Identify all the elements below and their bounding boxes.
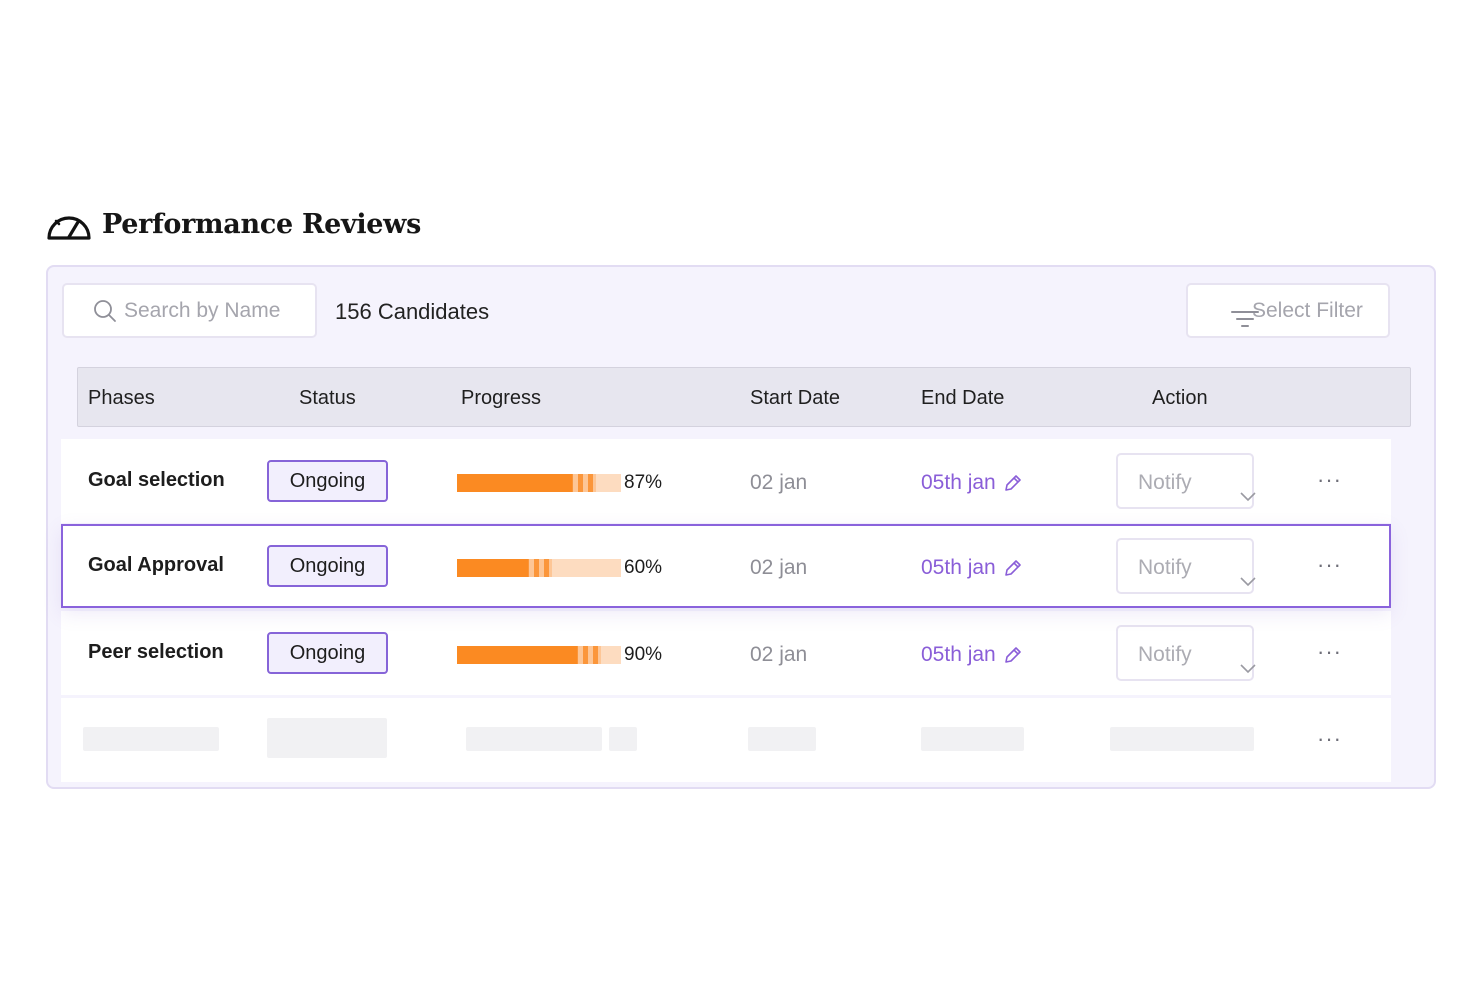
filter-icon [1231, 311, 1259, 327]
notify-label: Notify [1138, 643, 1192, 666]
search-box[interactable] [62, 283, 317, 338]
skeleton-progress [466, 727, 602, 751]
progress-fill [457, 646, 577, 664]
progress-edge [567, 474, 596, 492]
progress-fill [457, 474, 572, 492]
end-date-value: 05th jan [921, 471, 996, 494]
more-options-button[interactable]: ··· [1317, 552, 1342, 577]
column-header-progress: Progress [461, 387, 542, 409]
table-row-selected[interactable]: Goal Approval Ongoing 60% 02 jan 05th ja… [61, 524, 1391, 608]
search-input[interactable] [124, 298, 304, 323]
column-header-action: Action [1152, 387, 1208, 409]
more-options-button[interactable]: ··· [1317, 467, 1342, 492]
candidate-count: 156 Candidates [335, 299, 490, 324]
filter-label: Select Filter [1252, 299, 1363, 322]
chevron-down-icon [1240, 577, 1256, 587]
notify-dropdown[interactable]: Notify [1116, 538, 1256, 594]
reviews-panel: 156 Candidates Select Filter Phases Stat… [46, 265, 1436, 789]
status-badge: Ongoing [267, 545, 388, 587]
progress-edge [523, 559, 552, 577]
progress-edge [572, 646, 601, 664]
page-title: Performance Reviews [102, 208, 422, 240]
search-icon [94, 299, 116, 322]
progress-bar [457, 559, 621, 577]
chevron-down-icon [1240, 492, 1256, 502]
progress-fill [457, 559, 528, 577]
phase-name: Peer selection [88, 641, 224, 663]
more-options-button[interactable]: ··· [1317, 726, 1342, 751]
progress-percent: 87% [624, 472, 663, 493]
column-header-status: Status [299, 387, 356, 409]
skeleton-row: ··· [61, 698, 1391, 782]
end-date[interactable]: 05th jan [921, 471, 1023, 495]
notify-label: Notify [1138, 556, 1192, 579]
end-date[interactable]: 05th jan [921, 556, 1023, 580]
start-date: 02 jan [750, 556, 808, 579]
speedometer-icon [47, 216, 91, 240]
progress-percent: 60% [624, 557, 663, 578]
table-row[interactable]: Goal selection Ongoing 87% 02 jan 05th j… [61, 439, 1391, 523]
phase-name: Goal selection [88, 469, 225, 491]
phase-name: Goal Approval [88, 554, 224, 576]
column-header-start-date: Start Date [750, 387, 841, 409]
end-date[interactable]: 05th jan [921, 643, 1023, 667]
column-header-phases: Phases [88, 387, 155, 409]
start-date: 02 jan [750, 643, 808, 666]
notify-label: Notify [1138, 471, 1192, 494]
edit-icon[interactable] [1003, 645, 1023, 665]
status-badge: Ongoing [267, 632, 388, 674]
table-row[interactable]: Peer selection Ongoing 90% 02 jan 05th j… [61, 611, 1391, 695]
progress-percent: 90% [624, 644, 663, 665]
edit-icon[interactable] [1003, 473, 1023, 493]
progress-bar [457, 474, 621, 492]
notify-dropdown[interactable]: Notify [1116, 453, 1256, 509]
table-header: Phases Status Progress Start Date End Da… [77, 367, 1411, 427]
more-options-button[interactable]: ··· [1317, 639, 1342, 664]
skeleton-phase [83, 727, 219, 751]
end-date-value: 05th jan [921, 643, 996, 666]
skeleton-percent [609, 727, 637, 751]
chevron-down-icon [1240, 664, 1256, 674]
status-badge: Ongoing [267, 460, 388, 502]
progress-bar [457, 646, 621, 664]
end-date-value: 05th jan [921, 556, 996, 579]
skeleton-start-date [748, 727, 816, 751]
skeleton-status [267, 718, 387, 758]
skeleton-end-date [921, 727, 1024, 751]
start-date: 02 jan [750, 471, 808, 494]
filter-select[interactable]: Select Filter [1186, 283, 1390, 338]
page-header: Performance Reviews [46, 204, 421, 244]
notify-dropdown[interactable]: Notify [1116, 625, 1256, 681]
skeleton-action [1110, 727, 1254, 751]
column-header-end-date: End Date [921, 387, 1005, 409]
edit-icon[interactable] [1003, 558, 1023, 578]
